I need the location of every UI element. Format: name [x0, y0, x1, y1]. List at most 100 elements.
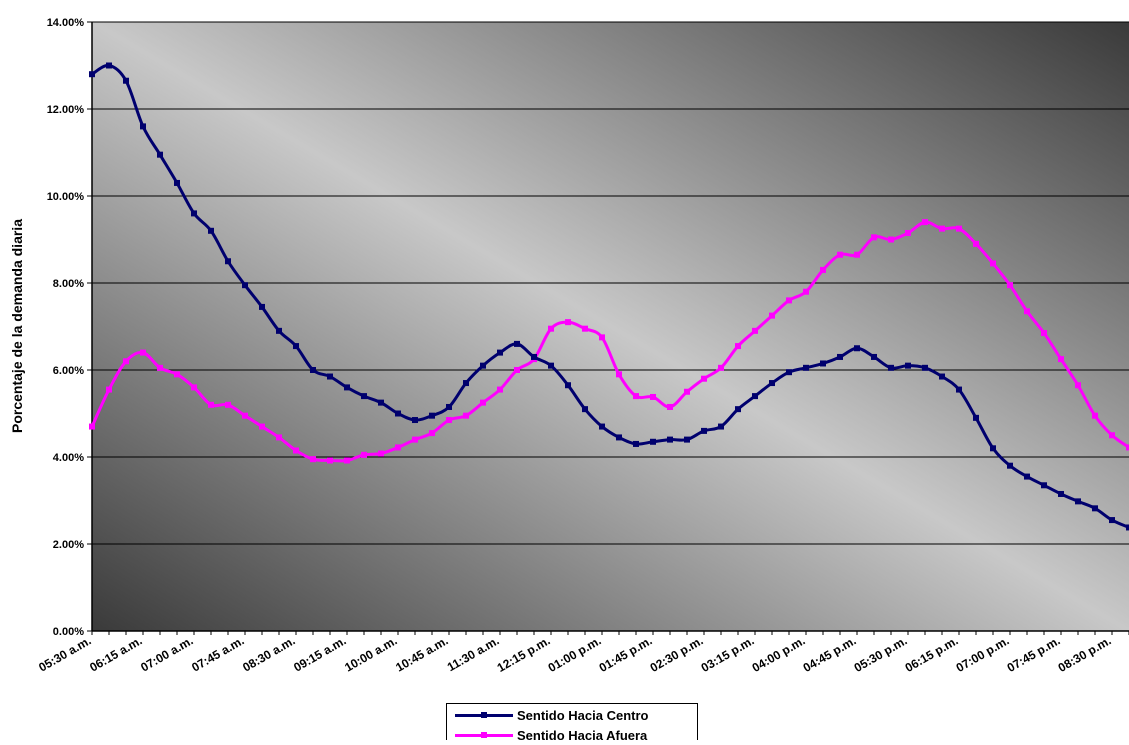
- data-point-centro: [276, 327, 282, 334]
- data-point-centro: [412, 417, 418, 424]
- data-point-centro: [684, 436, 690, 443]
- legend: Sentido Hacia Centro Sentido Hacia Afuer…: [446, 703, 698, 740]
- data-point-afuera: [395, 444, 401, 451]
- data-point-centro: [905, 362, 911, 369]
- data-point-afuera: [973, 240, 979, 247]
- data-point-afuera: [191, 384, 197, 391]
- data-point-afuera: [837, 251, 843, 258]
- data-point-centro: [973, 414, 979, 421]
- data-point-afuera: [752, 327, 758, 334]
- data-point-centro: [514, 340, 520, 347]
- data-point-centro: [395, 410, 401, 417]
- data-point-centro: [616, 434, 622, 441]
- data-point-centro: [361, 393, 367, 400]
- y-tick-label: 2.00%: [53, 539, 84, 551]
- data-point-centro: [837, 353, 843, 360]
- y-tick-label: 6.00%: [53, 365, 84, 377]
- data-point-afuera: [667, 403, 673, 410]
- data-point-afuera: [786, 297, 792, 304]
- x-tick-label: 07:45 p.m.: [1005, 633, 1063, 674]
- data-point-afuera: [174, 371, 180, 378]
- data-point-afuera: [871, 234, 877, 241]
- x-tick-label: 08:30 a.m.: [240, 633, 297, 674]
- data-point-afuera: [939, 225, 945, 232]
- data-point-afuera: [565, 319, 571, 326]
- x-tick-label: 11:30 a.m.: [445, 633, 502, 674]
- data-point-centro: [327, 373, 333, 380]
- data-point-afuera: [905, 229, 911, 236]
- data-point-centro: [1109, 517, 1115, 524]
- x-tick-label: 04:45 p.m.: [801, 633, 859, 674]
- data-point-centro: [1092, 505, 1098, 512]
- data-point-centro: [344, 384, 350, 391]
- gridlines: [92, 21, 1129, 545]
- data-point-centro: [1058, 490, 1064, 497]
- data-point-afuera: [225, 401, 231, 408]
- data-point-centro: [803, 364, 809, 371]
- data-point-centro: [1075, 498, 1081, 505]
- data-point-centro: [582, 406, 588, 413]
- data-point-centro: [310, 367, 316, 373]
- plot-area: [92, 22, 1129, 631]
- data-point-afuera: [242, 412, 248, 419]
- data-point-centro: [939, 373, 945, 380]
- data-point-afuera: [1092, 412, 1098, 419]
- y-tick-label: 12.00%: [47, 104, 85, 116]
- data-point-centro: [480, 362, 486, 369]
- data-point-centro: [701, 427, 707, 434]
- data-point-centro: [1126, 524, 1129, 531]
- data-point-afuera: [123, 358, 129, 365]
- y-tick-label: 0.00%: [53, 626, 84, 638]
- data-point-afuera: [582, 325, 588, 332]
- data-point-afuera: [89, 423, 95, 430]
- data-point-afuera: [293, 447, 299, 454]
- data-point-afuera: [412, 436, 418, 443]
- data-point-afuera: [803, 288, 809, 295]
- x-tick-label: 10:00 a.m.: [342, 633, 399, 674]
- data-point-centro: [429, 412, 435, 419]
- data-point-centro: [922, 364, 928, 371]
- data-point-centro: [106, 62, 112, 69]
- data-point-centro: [191, 210, 197, 217]
- data-point-afuera: [1109, 432, 1115, 439]
- data-point-centro: [1041, 482, 1047, 489]
- data-point-afuera: [1075, 382, 1081, 389]
- data-point-afuera: [701, 375, 707, 382]
- data-point-centro: [157, 151, 163, 158]
- data-point-afuera: [157, 364, 163, 371]
- data-point-centro: [820, 360, 826, 367]
- data-point-afuera: [1058, 356, 1064, 363]
- x-tick-label: 01:00 p.m.: [546, 633, 604, 674]
- data-point-afuera: [259, 423, 265, 430]
- data-point-afuera: [480, 399, 486, 406]
- y-tick-label: 10.00%: [47, 191, 85, 203]
- data-point-afuera: [769, 312, 775, 319]
- data-point-afuera: [514, 367, 520, 373]
- x-tick-label: 09:15 a.m.: [291, 633, 348, 674]
- data-point-afuera: [990, 260, 996, 267]
- data-point-centro: [140, 123, 146, 130]
- data-point-centro: [633, 440, 639, 447]
- data-point-afuera: [1024, 308, 1030, 315]
- data-point-centro: [378, 399, 384, 406]
- data-point-afuera: [327, 457, 333, 464]
- data-point-afuera: [361, 451, 367, 458]
- data-point-afuera: [344, 457, 350, 464]
- legend-label-afuera: Sentido Hacia Afuera: [517, 727, 648, 741]
- data-point-afuera: [1007, 282, 1013, 289]
- data-point-centro: [956, 386, 962, 393]
- data-point-afuera: [276, 434, 282, 441]
- data-point-centro: [718, 423, 724, 430]
- y-tick-label: 14.00%: [47, 17, 85, 29]
- data-point-afuera: [650, 393, 656, 400]
- y-axis-label: Porcentaje de la demanda diaria: [9, 219, 25, 433]
- data-point-afuera: [616, 371, 622, 378]
- x-tick-label: 04:00 p.m.: [750, 633, 808, 674]
- x-tick-label: 07:45 a.m.: [189, 633, 246, 674]
- data-point-centro: [752, 393, 758, 400]
- data-point-afuera: [463, 412, 469, 419]
- data-point-afuera: [310, 456, 316, 463]
- data-point-centro: [667, 436, 673, 443]
- data-point-afuera: [548, 325, 554, 332]
